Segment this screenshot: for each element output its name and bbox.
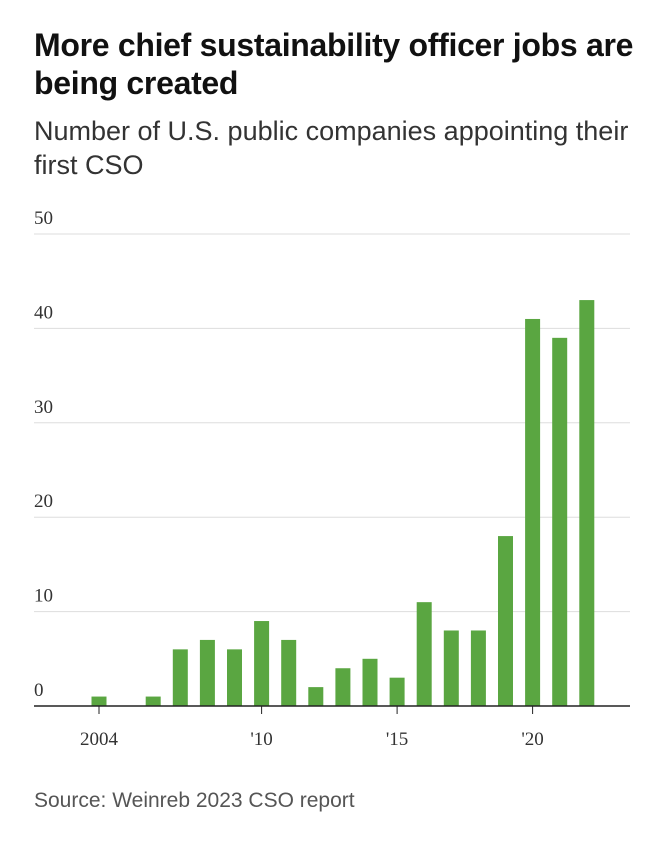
bar-2014 bbox=[362, 658, 378, 706]
bar-2017 bbox=[443, 630, 459, 706]
y-tick-label-30: 30 bbox=[34, 397, 53, 418]
bar-2019 bbox=[498, 536, 513, 706]
x-axis-ticks: 2004 '10 '15 '20 bbox=[80, 706, 544, 750]
bar-2007 bbox=[172, 649, 188, 706]
bar-2016 bbox=[416, 602, 432, 706]
x-tick-label-2010: '10 bbox=[250, 729, 272, 750]
bar-2018 bbox=[470, 630, 486, 706]
bar-2008 bbox=[199, 639, 215, 706]
chart-title: More chief sustainability officer jobs a… bbox=[34, 27, 634, 101]
bar-2009 bbox=[227, 649, 242, 706]
chart-subtitle: Number of U.S. public companies appointi… bbox=[34, 116, 629, 180]
bars bbox=[91, 300, 595, 706]
y-tick-label-20: 20 bbox=[34, 491, 53, 512]
x-tick-label-2015: '15 bbox=[386, 729, 408, 750]
bar-2004 bbox=[91, 696, 107, 706]
bar-2021 bbox=[552, 337, 568, 706]
x-tick-label-2020: '20 bbox=[521, 729, 543, 750]
bar-2013 bbox=[335, 668, 351, 706]
bar-2006 bbox=[145, 696, 161, 706]
source-note: Source: Weinreb 2023 CSO report bbox=[34, 789, 355, 812]
bar-2022 bbox=[579, 300, 595, 706]
y-tick-label-0: 0 bbox=[34, 680, 44, 701]
y-tick-label-40: 40 bbox=[34, 302, 53, 323]
bar-2011 bbox=[281, 639, 297, 706]
bar-2010 bbox=[254, 621, 270, 706]
y-axis-ticks: 0 10 20 30 40 50 bbox=[34, 208, 53, 701]
y-tick-label-10: 10 bbox=[34, 586, 53, 607]
bar-2015 bbox=[389, 677, 405, 706]
bar-2012 bbox=[308, 687, 324, 706]
x-tick-label-2004: 2004 bbox=[80, 729, 119, 750]
gridlines bbox=[34, 233, 630, 613]
bar-2020 bbox=[525, 318, 541, 706]
y-tick-label-50: 50 bbox=[34, 208, 53, 229]
